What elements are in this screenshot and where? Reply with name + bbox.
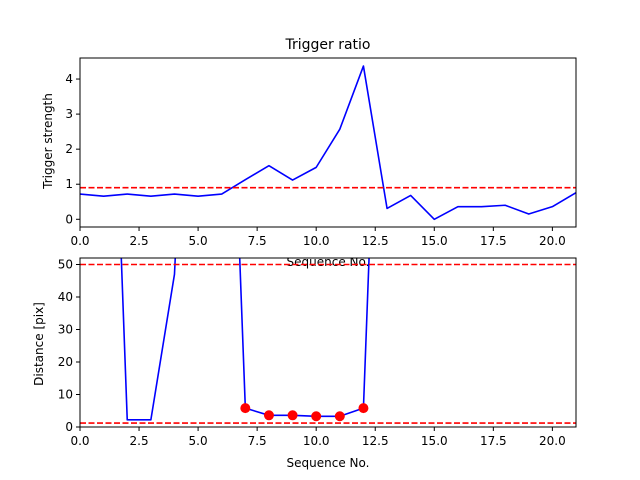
x-tick-label: 5.0 xyxy=(189,434,208,448)
top-panel-label-backdrop xyxy=(80,254,576,258)
x-tick-label: 20.0 xyxy=(539,234,566,248)
x-tick-label: 12.5 xyxy=(362,434,389,448)
plot-area xyxy=(80,258,576,424)
distance-panel: Distance [pix] Sequence No. 0.0 2.5 5.0 7.5… xyxy=(32,254,577,470)
y-tick-label: 1 xyxy=(65,177,73,191)
data-point-marker xyxy=(311,411,322,422)
chart-title: Trigger ratio xyxy=(284,37,370,53)
trigger-ratio-panel: Trigger ratio Trigger strength Sequence … xyxy=(41,37,577,269)
x-tick-label: 12.5 xyxy=(362,234,389,248)
y-tick-label: 30 xyxy=(58,323,73,337)
x-tick-label: 2.5 xyxy=(130,234,149,248)
y-tick-label: 4 xyxy=(65,72,73,86)
x-tick-label: 20.0 xyxy=(539,434,566,448)
series-line xyxy=(80,65,576,221)
x-tick-label: 7.5 xyxy=(248,234,267,248)
y-axis-label: Trigger strength xyxy=(41,93,55,190)
data-point-marker xyxy=(358,403,369,414)
x-tick-label: 17.5 xyxy=(480,434,507,448)
x-tick-label: 0.0 xyxy=(70,234,89,248)
x-tick-label: 10.0 xyxy=(303,234,330,248)
y-tick-label: 40 xyxy=(58,290,73,304)
x-axis-label: Sequence No. xyxy=(287,456,370,470)
y-tick-label: 2 xyxy=(65,142,73,156)
plot-area xyxy=(80,65,576,221)
data-point-marker xyxy=(334,411,345,422)
plot-frame xyxy=(79,257,577,428)
data-point-marker xyxy=(263,410,274,421)
x-tick-label: 10.0 xyxy=(303,434,330,448)
y-tick-label: 3 xyxy=(65,107,73,121)
x-tick-label: 5.0 xyxy=(189,234,208,248)
y-tick-label: 0 xyxy=(65,420,73,434)
data-point-marker xyxy=(240,403,251,414)
x-tick-label: 17.5 xyxy=(480,234,507,248)
x-tick-label: 2.5 xyxy=(130,434,149,448)
y-tick-label: 10 xyxy=(58,388,73,402)
x-tick-label: 15.0 xyxy=(421,234,448,248)
y-tick-label: 50 xyxy=(58,258,73,272)
y-tick-label: 20 xyxy=(58,355,73,369)
y-tick-label: 0 xyxy=(65,212,73,226)
data-point-marker xyxy=(287,410,298,421)
x-tick-label: 15.0 xyxy=(421,434,448,448)
x-tick-label: 7.5 xyxy=(248,434,267,448)
x-tick-label: 0.0 xyxy=(70,434,89,448)
plot-frame xyxy=(79,57,577,228)
y-axis-label: Distance [pix] xyxy=(32,302,46,386)
